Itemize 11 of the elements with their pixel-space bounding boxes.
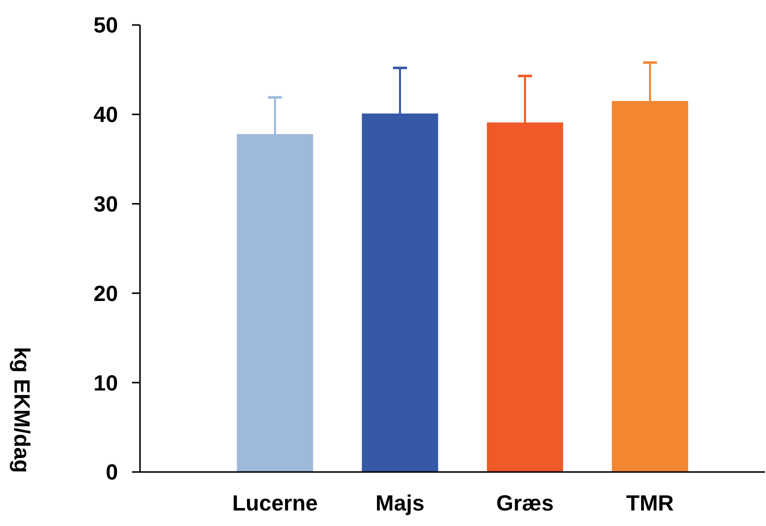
x-tick-label: Majs: [376, 490, 424, 516]
x-tick-label: Græs: [496, 490, 554, 516]
y-tick-label: 10: [94, 370, 118, 396]
x-tick-label: TMR: [626, 490, 674, 516]
y-tick-label: 50: [94, 12, 118, 38]
y-tick-label: 30: [94, 192, 118, 216]
y-tick-label: 20: [94, 280, 118, 306]
y-tick-label: 40: [94, 102, 118, 128]
x-tick-label: Lucerne: [232, 490, 318, 516]
y-axis-title: kg EKM/dag: [9, 347, 34, 473]
y-tick-label: 0: [106, 460, 118, 485]
